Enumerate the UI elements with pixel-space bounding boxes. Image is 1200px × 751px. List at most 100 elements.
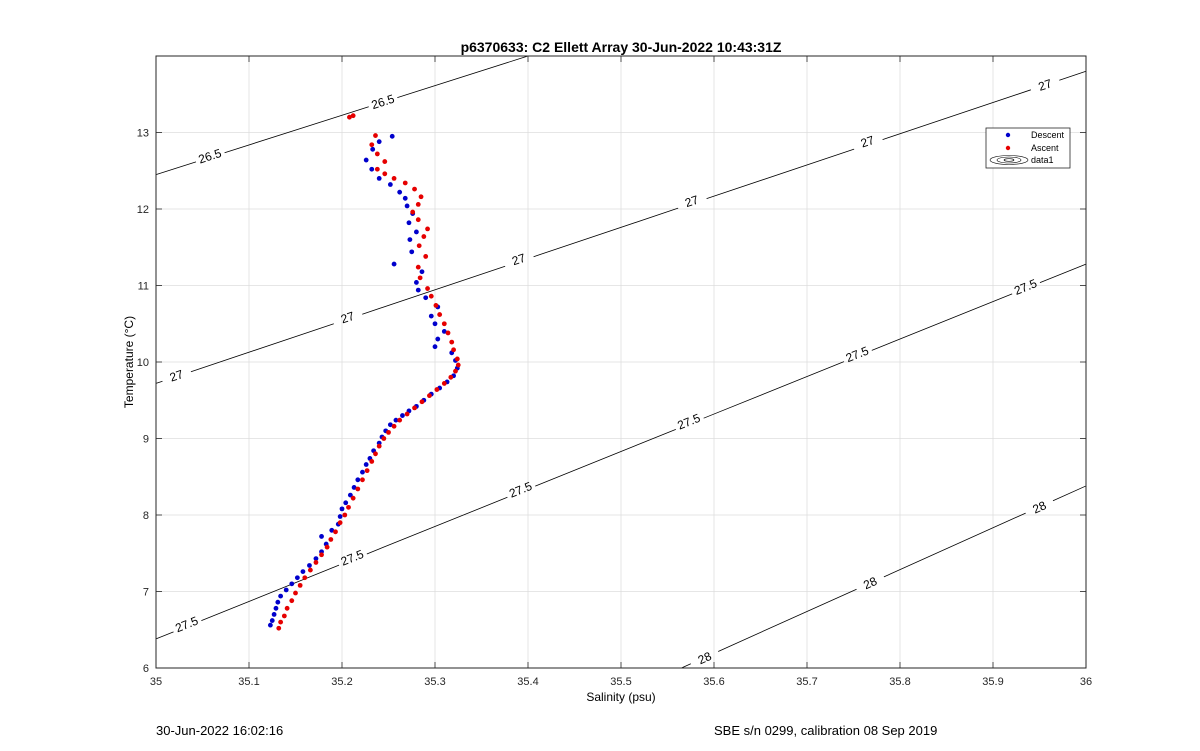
ascent-point (346, 504, 351, 510)
ascent-point (427, 393, 432, 399)
ascent-point (416, 243, 422, 249)
descent-point (387, 422, 393, 428)
legend: Descent Ascent data1 (985, 127, 1071, 169)
ascent-point (448, 374, 454, 380)
isopycnal-line (201, 564, 340, 622)
ascent-point (441, 381, 447, 386)
ascent-point (369, 142, 375, 148)
series-ascent (276, 113, 461, 631)
legend-ascent-label: Ascent (1031, 143, 1059, 153)
descent-point (370, 146, 376, 152)
descent-point (428, 313, 434, 319)
legend-box (985, 127, 1071, 169)
isopycnal-line (224, 106, 369, 154)
descent-point (289, 581, 295, 587)
legend-descent-label: Descent (1031, 130, 1065, 140)
isopycnal-label: 27 (339, 309, 356, 327)
x-tick-label: 35.1 (238, 676, 259, 688)
ascent-point (391, 423, 397, 429)
ascent-point (297, 582, 303, 588)
ascent-point (284, 605, 290, 611)
isopycnal-label: 28 (1031, 498, 1049, 516)
ascent-point (319, 552, 324, 558)
ascent-point (415, 217, 421, 223)
legend-contour-icon (989, 155, 1029, 165)
ascent-point (412, 186, 417, 192)
ascent-point (441, 321, 447, 327)
ascent-point (342, 512, 348, 518)
descent-point (432, 321, 438, 327)
descent-point (273, 605, 279, 611)
x-tick-label: 35.5 (610, 676, 631, 688)
descent-point (339, 506, 345, 512)
ascent-point (382, 171, 388, 177)
isopycnal-label: 28 (861, 574, 879, 592)
isopycnal-line (883, 512, 1026, 578)
ascent-point (324, 544, 330, 550)
descent-point (271, 612, 277, 617)
y-tick-label: 6 (143, 663, 149, 675)
isopycnal-label: 27 (510, 251, 527, 269)
isopycnal-line (882, 89, 1031, 140)
descent-point (393, 417, 399, 423)
x-tick-label: 35.2 (331, 676, 352, 688)
descent-point (432, 344, 438, 350)
legend-ascent-marker (1005, 145, 1011, 151)
ascent-point (391, 176, 397, 181)
ascent-point (421, 234, 427, 239)
descent-point (402, 195, 408, 201)
y-tick-label: 13 (137, 128, 149, 140)
descent-point (406, 220, 412, 226)
isopycnal-line (535, 429, 676, 487)
y-axis-label: Temperature (°C) (122, 316, 136, 408)
y-tick-label: 8 (143, 510, 149, 522)
isopycnal-line (706, 148, 855, 200)
descent-point (329, 527, 335, 533)
ascent-point (293, 590, 298, 596)
descent-point (275, 599, 281, 605)
x-tick-label: 35.3 (424, 676, 445, 688)
descent-point (347, 492, 353, 498)
ascent-point (376, 443, 382, 449)
ascent-point (347, 114, 352, 120)
ascent-point (373, 451, 378, 457)
isopycnal-label: 26.5 (197, 146, 224, 167)
ascent-point (337, 520, 343, 526)
descent-point (351, 485, 357, 490)
x-tick-label: 35.9 (982, 676, 1003, 688)
ascent-point (404, 411, 410, 417)
descent-point (269, 618, 275, 623)
ascent-point (360, 477, 365, 483)
isopycnal-line (362, 265, 506, 315)
isopycnal-label: 26.5 (370, 92, 397, 113)
x-tick-label: 35.4 (517, 676, 538, 688)
ascent-point (386, 429, 391, 435)
ascent-point (374, 151, 380, 157)
descent-point (387, 182, 393, 187)
density-contours: 26.5 26.5 27 27 27 27 27 27 27.5 27.5 27.5 27.5 27.5… (155, 55, 1087, 669)
isopycnal-line (718, 588, 857, 652)
ascent-point (350, 113, 356, 119)
isopycnal-line (1039, 263, 1087, 284)
data-points (267, 113, 461, 631)
ascent-point (418, 194, 424, 200)
descent-point (414, 280, 419, 285)
descent-point (369, 166, 375, 172)
isopycnal-line (533, 207, 679, 258)
descent-point (343, 500, 349, 506)
descent-point (363, 157, 369, 163)
descent-point (423, 295, 429, 301)
ascent-point (369, 459, 375, 464)
isopycnal-label: 27.5 (339, 547, 366, 569)
isopycnal-line (190, 323, 334, 373)
descent-point (360, 469, 365, 475)
isopycnal-line (155, 380, 163, 384)
descent-point (337, 514, 343, 519)
ascent-point (419, 399, 425, 405)
legend-data1-label: data1 (1031, 155, 1054, 165)
descent-point (300, 569, 306, 575)
isopycnal-line (366, 496, 508, 555)
ascent-point (381, 436, 387, 441)
descent-point (278, 593, 284, 599)
